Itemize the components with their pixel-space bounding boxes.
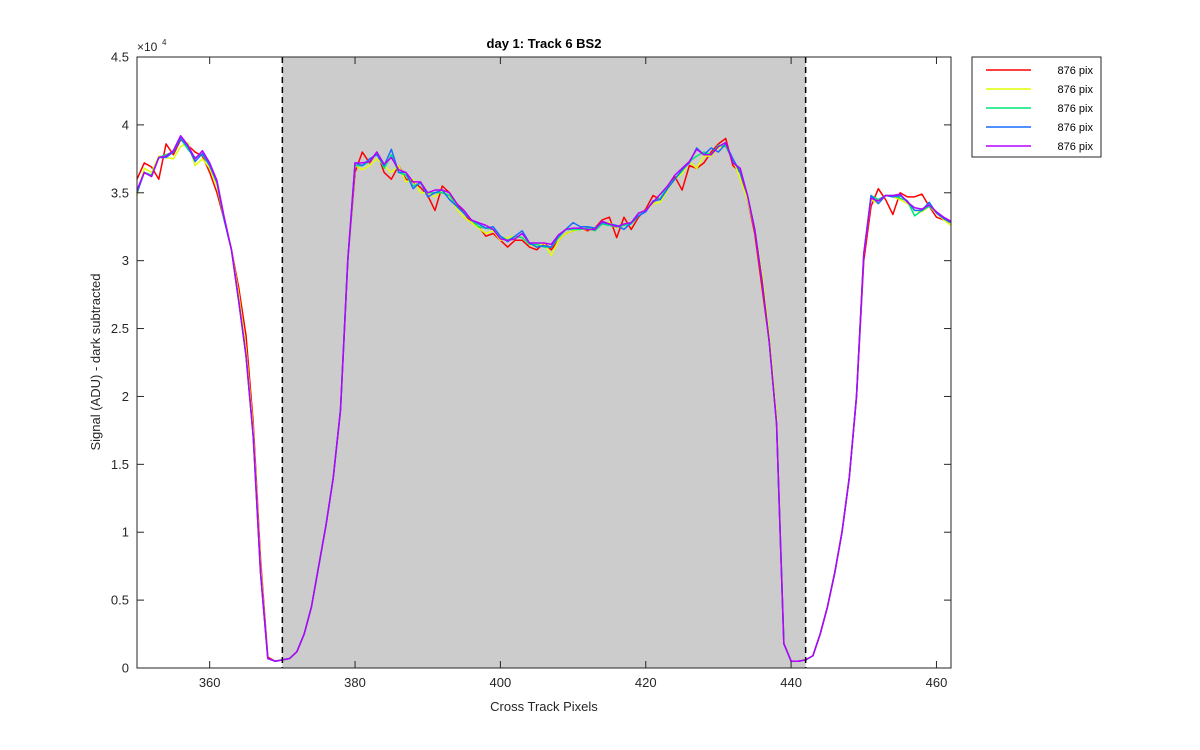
x-tick-label: 420 — [635, 675, 657, 690]
legend-box — [971, 56, 1102, 158]
legend-label-2: 876 pix — [1058, 84, 1094, 96]
x-tick-label: 380 — [344, 675, 366, 690]
plot-frame — [136, 56, 952, 669]
legend: 876 pix 876 pix 876 pix 876 pix 876 pix — [971, 56, 1102, 158]
y-axis-label: Signal (ADU) - dark subtracted — [88, 273, 103, 450]
legend-label-1: 876 pix — [1058, 65, 1094, 77]
legend-label-4: 876 pix — [1058, 122, 1094, 134]
legend-label-3: 876 pix — [1058, 103, 1094, 115]
legend-label-5: 876 pix — [1058, 141, 1094, 153]
y-tick-label: 2 — [122, 389, 129, 404]
y-tick-label: 1.5 — [111, 457, 129, 472]
y-tick-label: 2.5 — [111, 321, 129, 336]
y-tick-label: 0.5 — [111, 593, 129, 608]
y-exponent-power: 4 — [162, 38, 167, 47]
x-tick-label: 360 — [199, 675, 221, 690]
tick-layer: 360 380 400 420 440 460 0 0.5 1 1.5 2 2.5 3 3.5 4 4.5 — [111, 50, 951, 690]
y-tick-label: 0 — [122, 661, 129, 676]
y-tick-label: 3.5 — [111, 185, 129, 200]
x-tick-label: 400 — [490, 675, 512, 690]
y-tick-label: 4.5 — [111, 50, 129, 65]
vline-layer — [281, 57, 807, 668]
y-tick-label: 4 — [122, 117, 129, 132]
series-line-5 — [136, 135, 952, 662]
chart-title: day 1: Track 6 BS2 — [487, 36, 602, 51]
x-tick-label: 460 — [926, 675, 948, 690]
x-axis-label: Cross Track Pixels — [490, 699, 598, 714]
series-layer — [136, 135, 952, 662]
y-exponent-base: ×10 — [137, 40, 158, 54]
y-tick-label: 3 — [122, 253, 129, 268]
x-tick-label: 440 — [780, 675, 802, 690]
y-tick-label: 1 — [122, 525, 129, 540]
